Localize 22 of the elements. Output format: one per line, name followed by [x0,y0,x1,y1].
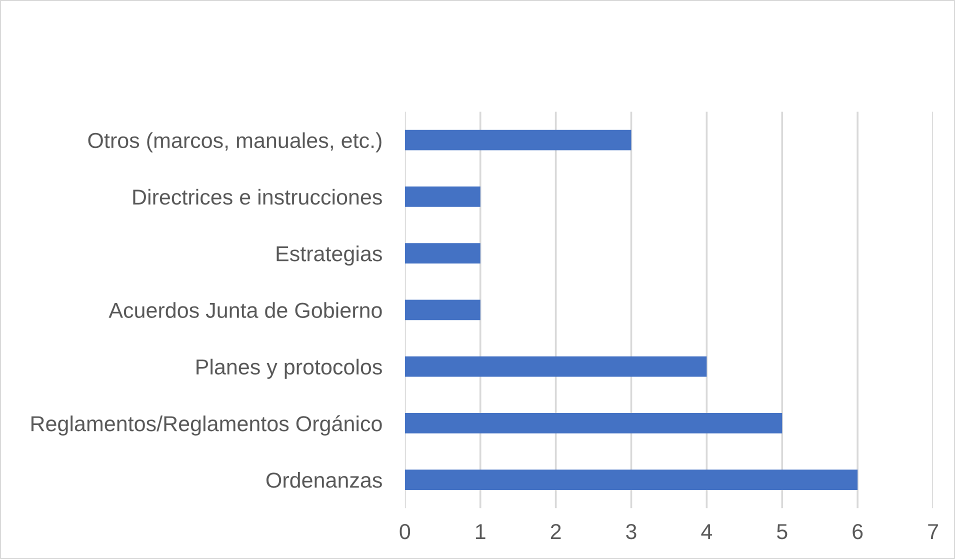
x-tick-label: 6 [852,524,863,540]
y-tick-label: Directrices e instrucciones [133,188,382,205]
bar [404,470,858,490]
y-tick-label: Estrategias [276,246,382,266]
y-tick-label: Acuerdos Junta de Gobierno [108,302,382,318]
y-tick-label: Otros (marcos, manuales, etc.) [88,132,382,152]
bar [404,413,782,434]
y-tick-label: Reglamentos/Reglamentos Orgánico [31,415,382,436]
bar [404,243,480,264]
bar [404,300,480,320]
bar [404,356,707,377]
x-tick-label: 2 [550,524,561,540]
x-tick-label: 0 [400,524,410,540]
x-tick-label: 1 [476,524,486,540]
x-tick-label: 5 [777,524,788,540]
y-tick-label: Planes y protocolos [196,358,382,379]
x-tick-label: 7 [928,524,938,540]
x-tick-label: 3 [626,524,636,540]
y-tick-label: Ordenanzas [266,472,382,488]
x-tick-label: 4 [701,524,712,540]
bar [404,186,480,207]
bar [404,130,632,150]
